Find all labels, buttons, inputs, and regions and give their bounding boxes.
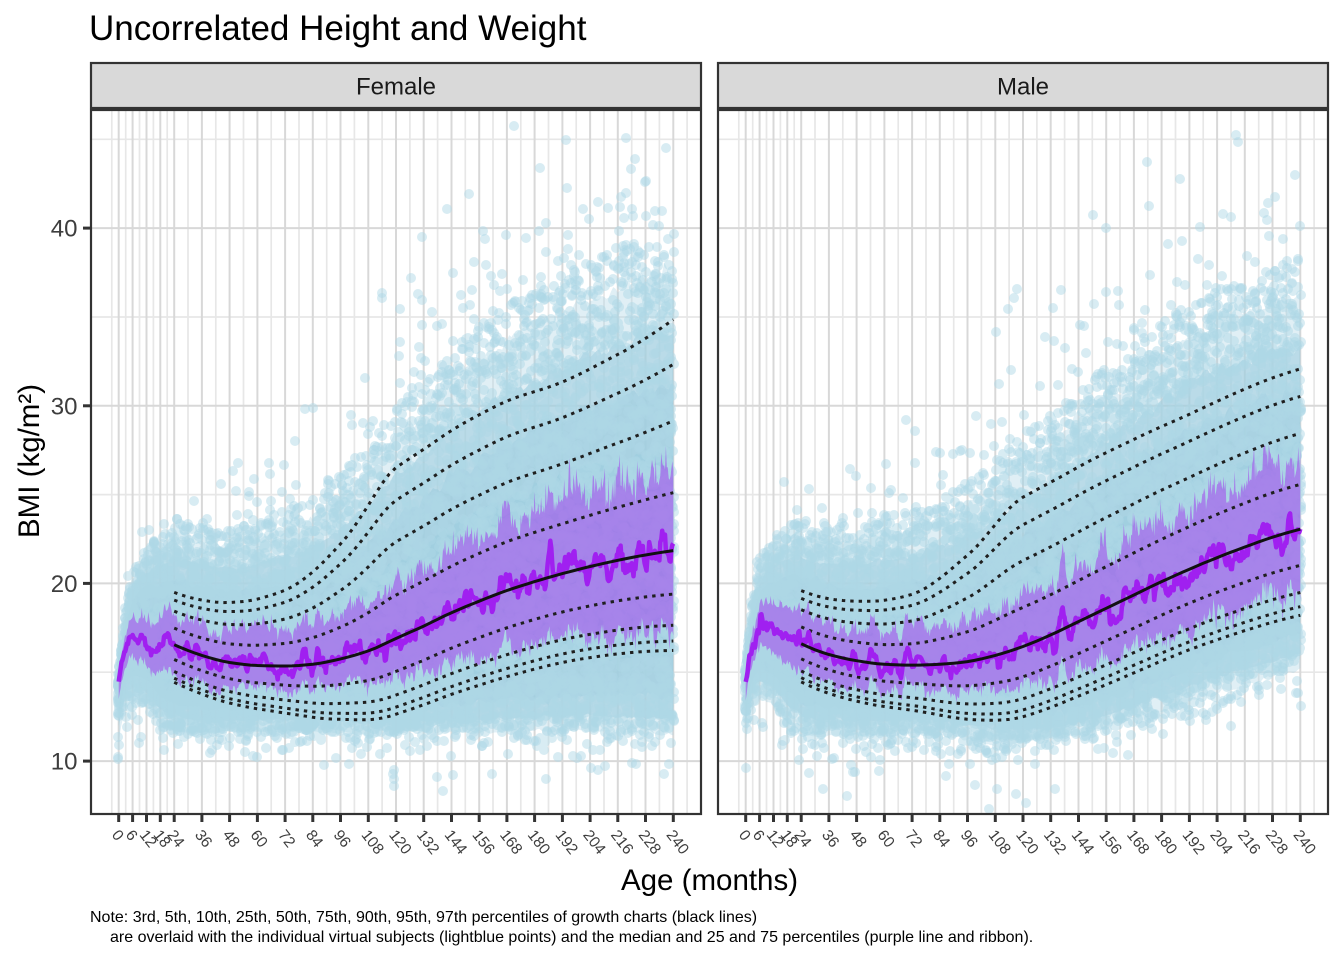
svg-text:20: 20 xyxy=(51,571,78,598)
svg-text:Note: 3rd, 5th, 10th, 25th, 50: Note: 3rd, 5th, 10th, 25th, 50th, 75th, … xyxy=(90,909,757,926)
svg-text:Female: Female xyxy=(356,74,436,101)
svg-text:10: 10 xyxy=(51,749,78,776)
svg-text:BMI (kg/m²): BMI (kg/m²) xyxy=(13,384,46,538)
svg-text:Male: Male xyxy=(997,74,1049,101)
svg-text:Uncorrelated Height and Weight: Uncorrelated Height and Weight xyxy=(89,9,587,48)
svg-text:are overlaid with the individu: are overlaid with the individual virtual… xyxy=(110,929,1033,946)
svg-text:Age (months): Age (months) xyxy=(621,864,798,897)
svg-text:30: 30 xyxy=(51,393,78,420)
svg-text:40: 40 xyxy=(51,216,78,243)
